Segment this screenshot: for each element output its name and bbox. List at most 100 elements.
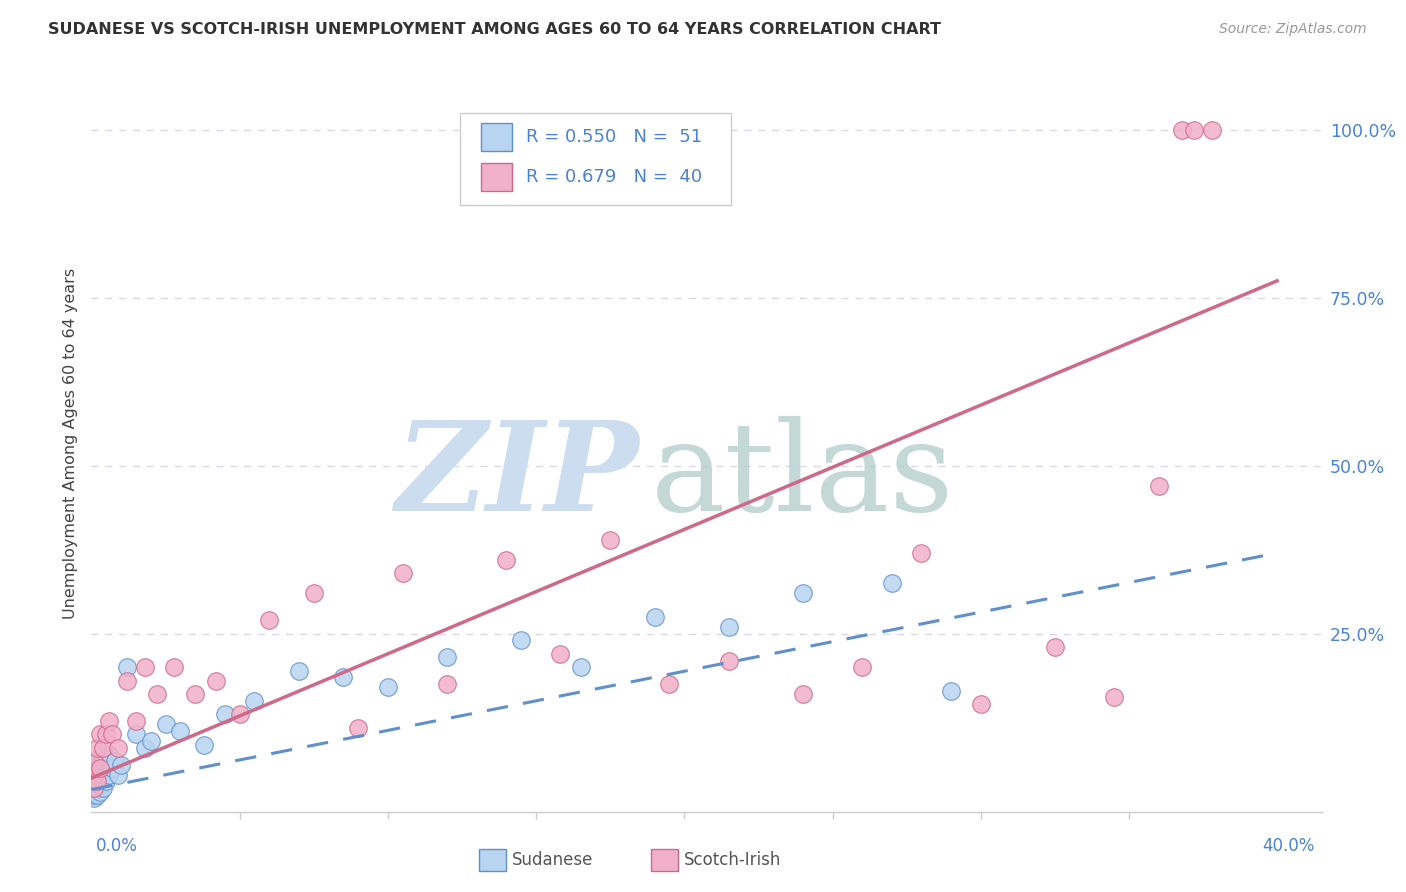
Point xyxy=(243,694,266,708)
Point xyxy=(89,757,111,772)
Point xyxy=(169,724,191,739)
Point xyxy=(214,707,236,722)
Point xyxy=(970,697,993,711)
Point xyxy=(145,687,167,701)
Point xyxy=(163,660,186,674)
FancyBboxPatch shape xyxy=(481,123,512,151)
Point xyxy=(134,660,156,674)
Point xyxy=(101,727,124,741)
Point xyxy=(332,670,354,684)
FancyBboxPatch shape xyxy=(481,162,512,191)
Text: 0.0%: 0.0% xyxy=(96,837,138,855)
Point xyxy=(83,771,105,785)
Point xyxy=(510,633,533,648)
Text: Source: ZipAtlas.com: Source: ZipAtlas.com xyxy=(1219,22,1367,37)
Point xyxy=(110,757,132,772)
Point xyxy=(1102,690,1125,705)
Text: Scotch-Irish: Scotch-Irish xyxy=(685,851,782,869)
Point xyxy=(139,734,162,748)
Point xyxy=(125,727,148,741)
Point xyxy=(86,761,108,775)
Point xyxy=(86,768,108,782)
Point xyxy=(96,761,118,775)
Text: atlas: atlas xyxy=(651,417,955,537)
Point xyxy=(569,660,592,674)
Point xyxy=(717,653,740,667)
Point xyxy=(83,791,105,805)
Point xyxy=(104,754,127,768)
Point xyxy=(436,650,458,665)
Point xyxy=(115,660,138,674)
Point xyxy=(86,754,108,768)
Text: Sudanese: Sudanese xyxy=(512,851,593,869)
Point xyxy=(134,740,156,755)
Point xyxy=(83,768,105,782)
Point xyxy=(86,788,108,802)
Point xyxy=(83,784,105,798)
Point xyxy=(155,717,177,731)
Point xyxy=(347,721,370,735)
Point xyxy=(436,677,458,691)
Point xyxy=(939,683,962,698)
Point xyxy=(89,761,111,775)
Point xyxy=(89,778,111,792)
Point xyxy=(83,761,105,775)
Point xyxy=(658,677,681,691)
Point xyxy=(91,754,114,768)
Point xyxy=(792,586,814,600)
Point xyxy=(880,576,903,591)
Y-axis label: Unemployment Among Ages 60 to 64 years: Unemployment Among Ages 60 to 64 years xyxy=(62,268,77,619)
Point xyxy=(101,761,124,775)
Point xyxy=(259,613,281,627)
Point xyxy=(96,774,118,789)
Point xyxy=(89,727,111,741)
Point xyxy=(86,781,108,796)
Point xyxy=(91,781,114,796)
Text: ZIP: ZIP xyxy=(395,417,638,538)
Point xyxy=(83,754,105,768)
Point xyxy=(98,747,121,762)
Point xyxy=(83,764,105,779)
FancyBboxPatch shape xyxy=(479,848,506,871)
Point xyxy=(288,664,311,678)
Text: 40.0%: 40.0% xyxy=(1263,837,1315,855)
FancyBboxPatch shape xyxy=(651,848,678,871)
Point xyxy=(98,714,121,728)
Point xyxy=(89,784,111,798)
Point xyxy=(1043,640,1066,654)
Point xyxy=(91,740,114,755)
Point xyxy=(377,681,399,695)
Point xyxy=(83,778,105,792)
Point xyxy=(91,768,114,782)
Point xyxy=(1201,122,1223,136)
Point xyxy=(83,768,105,782)
Point xyxy=(495,552,517,566)
Point xyxy=(910,546,932,560)
Point xyxy=(205,673,228,688)
Point xyxy=(125,714,148,728)
Point xyxy=(1147,479,1170,493)
Point xyxy=(107,740,129,755)
Text: SUDANESE VS SCOTCH-IRISH UNEMPLOYMENT AMONG AGES 60 TO 64 YEARS CORRELATION CHAR: SUDANESE VS SCOTCH-IRISH UNEMPLOYMENT AM… xyxy=(48,22,941,37)
Point xyxy=(107,768,129,782)
Point xyxy=(83,781,105,796)
Point xyxy=(792,687,814,701)
Point xyxy=(184,687,207,701)
Point xyxy=(193,738,215,752)
Point xyxy=(599,533,621,547)
Point xyxy=(391,566,413,581)
Point xyxy=(302,586,325,600)
Point xyxy=(86,774,108,789)
Point xyxy=(98,768,121,782)
Text: R = 0.550   N =  51: R = 0.550 N = 51 xyxy=(526,128,702,146)
Point xyxy=(1171,122,1194,136)
Point xyxy=(644,610,666,624)
Point xyxy=(228,707,250,722)
Point xyxy=(83,774,105,789)
Point xyxy=(83,788,105,802)
Point xyxy=(86,774,108,789)
Point xyxy=(548,647,571,661)
Text: R = 0.679   N =  40: R = 0.679 N = 40 xyxy=(526,168,702,186)
Point xyxy=(89,771,111,785)
Point xyxy=(83,781,105,796)
